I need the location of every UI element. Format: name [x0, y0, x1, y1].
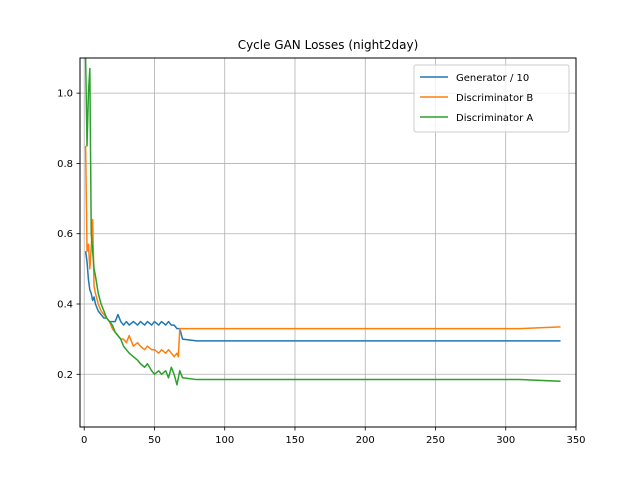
x-tick-label: 100	[215, 435, 234, 446]
legend-label: Discriminator A	[456, 113, 533, 124]
ticks: 0 50 100 150 200 250 300 350 0.2 0.4 0.6 0.8 1.0	[57, 89, 585, 446]
series-layer	[84, 58, 561, 386]
series-line-1	[84, 251, 561, 342]
legend-label: Discriminator B	[456, 93, 533, 104]
x-tick-label: 150	[285, 435, 304, 446]
x-tick-label: 200	[356, 435, 375, 446]
series-line-2	[84, 145, 561, 358]
x-tick-label: 250	[426, 435, 445, 446]
plot-frame	[79, 57, 577, 428]
y-tick-label: 0.4	[57, 300, 73, 311]
x-tick-label: 0	[81, 435, 87, 446]
y-tick-label: 1.0	[57, 89, 73, 100]
chart-title: Cycle GAN Losses (night2day)	[238, 38, 419, 52]
legend: Generator / 10 Discriminator B Discriminat…	[413, 64, 570, 133]
y-tick-label: 0.2	[57, 370, 73, 381]
legend-label: Generator / 10	[456, 73, 529, 84]
x-tick-label: 300	[496, 435, 515, 446]
y-tick-label: 0.6	[57, 229, 73, 240]
y-tick-label: 0.8	[57, 159, 73, 170]
legend-box	[413, 64, 570, 133]
series-line-3	[84, 58, 561, 386]
x-tick-label: 350	[566, 435, 585, 446]
x-tick-label: 50	[148, 435, 161, 446]
